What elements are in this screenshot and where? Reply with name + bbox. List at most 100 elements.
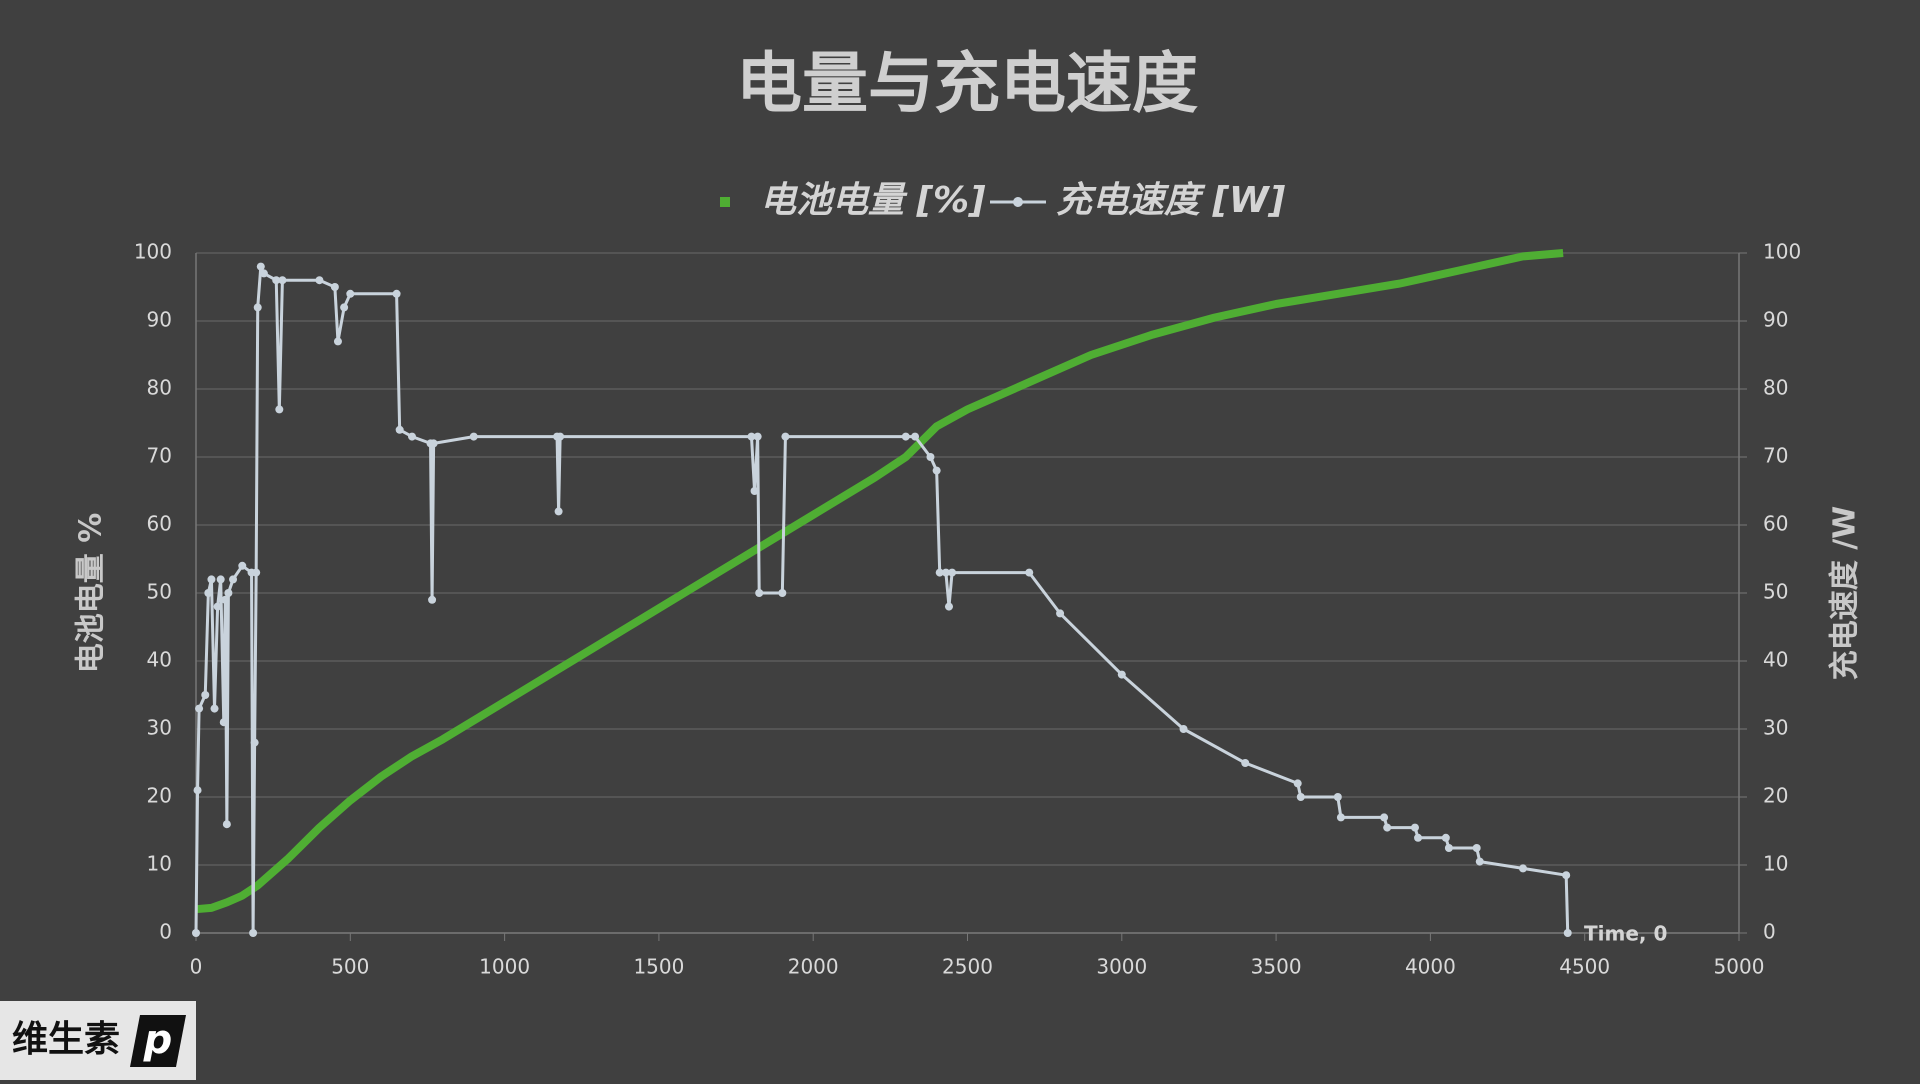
data-point bbox=[932, 466, 941, 475]
data-point bbox=[948, 568, 957, 577]
data-point bbox=[216, 575, 225, 584]
x-tick-label: 3000 bbox=[1096, 955, 1147, 979]
data-point bbox=[1056, 609, 1065, 618]
y-tick-label: 70 bbox=[147, 444, 172, 468]
data-point bbox=[926, 453, 935, 461]
data-point bbox=[213, 602, 222, 611]
y2-tick-label: 10 bbox=[1763, 852, 1788, 876]
x-tick-label: 5000 bbox=[1714, 955, 1765, 979]
data-point bbox=[1293, 779, 1302, 788]
data-point bbox=[193, 786, 202, 795]
y-tick-label: 30 bbox=[147, 716, 172, 740]
data-point bbox=[469, 432, 478, 441]
data-point bbox=[221, 595, 230, 604]
data-point bbox=[1410, 823, 1419, 832]
data-point bbox=[195, 704, 204, 713]
data-point bbox=[333, 337, 342, 346]
data-point bbox=[210, 704, 219, 713]
data-point bbox=[395, 425, 404, 434]
data-point bbox=[392, 289, 401, 298]
y-tick-label: 100 bbox=[134, 240, 172, 264]
data-point bbox=[250, 738, 259, 747]
data-point bbox=[1336, 813, 1345, 822]
y2-tick-label: 40 bbox=[1763, 648, 1788, 672]
data-point bbox=[901, 432, 910, 441]
data-point bbox=[219, 718, 228, 727]
series-line bbox=[194, 265, 1570, 935]
data-point bbox=[778, 589, 787, 597]
data-point bbox=[207, 575, 216, 584]
data-point bbox=[1414, 833, 1423, 842]
x-tick-label: 4000 bbox=[1405, 955, 1456, 979]
y2-tick-label: 50 bbox=[1763, 580, 1788, 604]
data-point bbox=[1472, 844, 1481, 852]
data-point bbox=[428, 595, 437, 604]
y-tick-label: 50 bbox=[147, 580, 172, 604]
legend-marker bbox=[720, 197, 730, 207]
x-tick-label: 4500 bbox=[1559, 955, 1610, 979]
y2-tick-label: 20 bbox=[1763, 784, 1788, 808]
y2-tick-label: 60 bbox=[1763, 512, 1788, 536]
data-point bbox=[1518, 864, 1527, 873]
data-point bbox=[554, 507, 563, 516]
data-point bbox=[1241, 759, 1250, 767]
data-point bbox=[201, 691, 210, 699]
y-tick-label: 60 bbox=[147, 512, 172, 536]
y-tick-label: 90 bbox=[147, 308, 172, 332]
y2-tick-label: 0 bbox=[1763, 920, 1776, 944]
data-point bbox=[944, 602, 953, 611]
annotation: Time, 0 bbox=[1584, 922, 1667, 946]
data-point bbox=[1296, 793, 1305, 801]
x-tick-label: 2000 bbox=[788, 955, 839, 979]
data-point bbox=[222, 820, 231, 829]
y2-tick-label: 100 bbox=[1763, 240, 1801, 264]
data-point bbox=[1444, 844, 1453, 852]
data-point bbox=[408, 432, 417, 441]
logo-mark: p bbox=[143, 1017, 173, 1063]
data-point bbox=[750, 487, 759, 495]
legend-label: 充电速度 [W] bbox=[1056, 180, 1286, 221]
y-tick-label: 10 bbox=[147, 852, 172, 876]
data-point bbox=[1383, 823, 1392, 832]
data-point bbox=[1025, 568, 1034, 577]
data-point bbox=[192, 929, 200, 937]
data-point bbox=[229, 575, 238, 584]
logo-text: 维生素 bbox=[12, 1019, 120, 1060]
data-point bbox=[272, 276, 281, 285]
x-tick-label: 1000 bbox=[479, 955, 530, 979]
y-tick-label: 40 bbox=[147, 648, 172, 672]
x-tick-label: 2500 bbox=[942, 955, 993, 979]
x-tick-label: 3500 bbox=[1251, 955, 1302, 979]
data-point bbox=[256, 262, 265, 271]
data-point bbox=[753, 432, 762, 441]
data-point bbox=[1563, 929, 1572, 937]
data-point bbox=[781, 432, 790, 441]
data-point bbox=[252, 568, 261, 577]
x-tick-label: 500 bbox=[331, 955, 369, 979]
y-tick-label: 20 bbox=[147, 784, 172, 808]
data-point bbox=[346, 289, 355, 298]
data-point bbox=[1117, 670, 1126, 679]
logo-badge bbox=[130, 1015, 186, 1067]
data-point bbox=[941, 568, 950, 577]
data-point bbox=[204, 589, 213, 597]
data-point bbox=[253, 303, 262, 312]
data-point bbox=[249, 929, 258, 937]
data-point bbox=[330, 283, 339, 291]
data-point bbox=[429, 439, 438, 448]
y2-tick-label: 30 bbox=[1763, 716, 1788, 740]
y-axis-title: 电池电量 % bbox=[74, 513, 109, 674]
data-point bbox=[1475, 857, 1484, 866]
legend-marker bbox=[1013, 197, 1023, 207]
data-point bbox=[340, 303, 349, 312]
series-line bbox=[195, 249, 1564, 914]
data-point bbox=[1179, 725, 1188, 733]
y-tick-label: 0 bbox=[159, 920, 172, 944]
data-point bbox=[315, 276, 324, 285]
x-tick-label: 1500 bbox=[633, 955, 684, 979]
data-point bbox=[275, 405, 284, 414]
data-point bbox=[747, 432, 756, 441]
legend-label: 电池电量 [%] bbox=[760, 180, 986, 221]
